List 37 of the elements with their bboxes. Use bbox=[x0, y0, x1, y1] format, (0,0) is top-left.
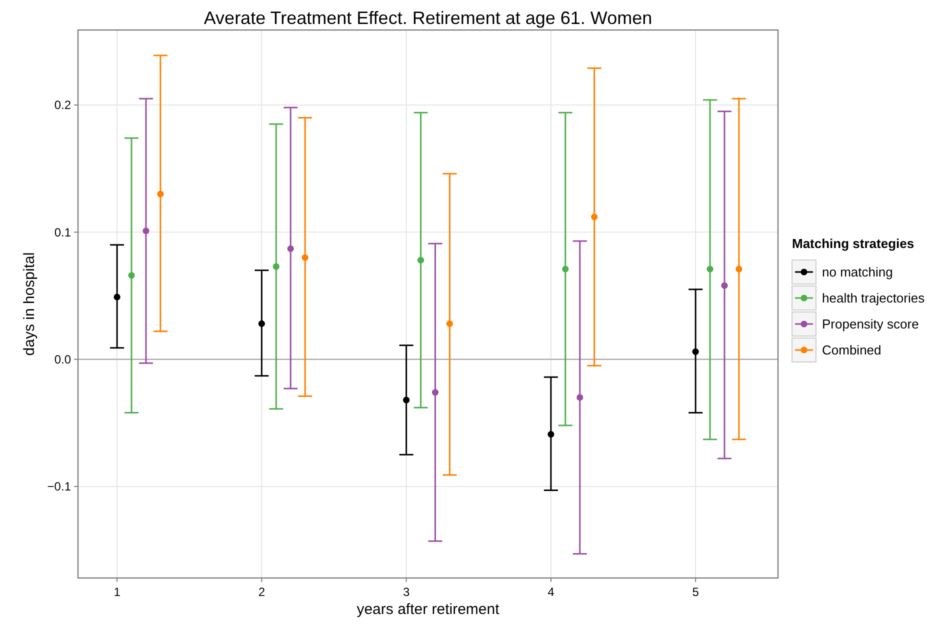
point bbox=[128, 272, 135, 279]
chart-title: Averate Treatment Effect. Retirement at age 61. Women bbox=[204, 8, 652, 28]
y-tick-label: 0.2 bbox=[54, 98, 72, 112]
point bbox=[432, 389, 439, 396]
point bbox=[142, 228, 150, 234]
point bbox=[258, 320, 265, 328]
point bbox=[706, 266, 714, 272]
point bbox=[157, 190, 164, 198]
legend-label: no matching bbox=[822, 264, 893, 280]
x-tick-label: 2 bbox=[258, 585, 266, 599]
y-tick-label: −0.1 bbox=[47, 480, 72, 494]
legend-label: Combined bbox=[822, 342, 882, 358]
point bbox=[302, 254, 308, 261]
point bbox=[562, 266, 569, 272]
legend-label: Propensity score bbox=[822, 316, 919, 332]
point bbox=[692, 348, 699, 355]
x-axis-title: years after retirement bbox=[356, 601, 500, 618]
y-tick-label: 0.1 bbox=[54, 225, 72, 240]
point bbox=[403, 396, 410, 404]
point bbox=[736, 266, 742, 272]
legend-title: Matching strategies bbox=[792, 236, 914, 251]
point bbox=[548, 431, 554, 438]
point bbox=[591, 214, 598, 220]
x-tick-label: 4 bbox=[548, 585, 555, 599]
point bbox=[114, 294, 120, 300]
point bbox=[417, 256, 424, 264]
x-tick-label: 1 bbox=[114, 585, 121, 599]
legend-label: health trajectories bbox=[822, 290, 926, 306]
point bbox=[576, 394, 584, 401]
y-axis-title: days in hospital bbox=[21, 252, 38, 356]
x-tick-label: 3 bbox=[402, 585, 410, 599]
point bbox=[287, 245, 294, 252]
y-tick-label: 0.0 bbox=[54, 352, 72, 367]
point bbox=[446, 320, 453, 328]
point bbox=[272, 263, 280, 270]
point bbox=[721, 282, 728, 289]
x-tick-label: 5 bbox=[692, 585, 700, 599]
